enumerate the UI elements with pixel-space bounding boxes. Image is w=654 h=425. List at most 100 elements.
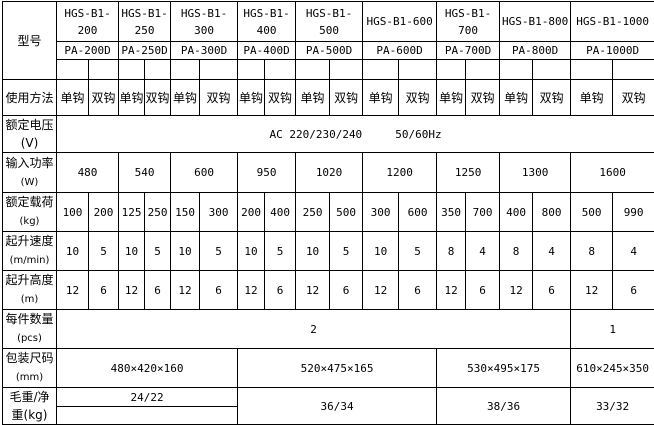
- weight-value: 36/34: [238, 388, 437, 425]
- model-hgs-header: HGS-B1-1000: [571, 2, 654, 42]
- speed-value: 8: [571, 232, 613, 271]
- speed-value: 8: [437, 232, 466, 271]
- load-value: 300: [200, 193, 238, 232]
- weight-value: 38/36: [437, 388, 571, 425]
- load-value: 150: [171, 193, 200, 232]
- empty-cell: [466, 60, 500, 80]
- model-label: 型号: [3, 2, 57, 80]
- height-value: 6: [533, 271, 571, 310]
- model-hgs-header: HGS-B1-500: [296, 2, 363, 42]
- height-value: 12: [171, 271, 200, 310]
- usage-single-hook: 单钩: [238, 80, 265, 116]
- empty-cell: [145, 60, 171, 80]
- load-value: 350: [437, 193, 466, 232]
- empty-cell: [265, 60, 296, 80]
- power-value: 480: [57, 153, 119, 193]
- load-value: 990: [613, 193, 654, 232]
- load-value: 500: [330, 193, 363, 232]
- speed-value: 5: [89, 232, 119, 271]
- load-value: 500: [571, 193, 613, 232]
- usage-single-hook: 单钩: [500, 80, 533, 116]
- pack-value: 520×475×165: [238, 349, 437, 388]
- model-pa-header: PA-500D: [296, 42, 363, 60]
- height-value: 12: [437, 271, 466, 310]
- empty-cell: [571, 60, 613, 80]
- load-value: 700: [466, 193, 500, 232]
- usage-single-hook: 单钩: [363, 80, 399, 116]
- load-value: 100: [57, 193, 89, 232]
- model-pa-header: PA-300D: [171, 42, 238, 60]
- model-hgs-header: HGS-B1-200: [57, 2, 119, 42]
- weight-label: 毛重/净重(kg): [3, 388, 57, 425]
- qty-label: 每件数量(pcs): [3, 310, 57, 349]
- empty-cell: [119, 60, 145, 80]
- pack-value: 530×495×175: [437, 349, 571, 388]
- height-label: 起升高度(m): [3, 271, 57, 310]
- power-value: 950: [238, 153, 296, 193]
- speed-value: 5: [399, 232, 437, 271]
- empty-cell: [171, 60, 200, 80]
- qty-value: 2: [57, 310, 571, 349]
- pack-value: 480×420×160: [57, 349, 238, 388]
- load-value: 400: [265, 193, 296, 232]
- power-value: 1300: [500, 153, 571, 193]
- height-value: 6: [399, 271, 437, 310]
- height-value: 12: [363, 271, 399, 310]
- model-hgs-header: HGS-B1-400: [238, 2, 296, 42]
- empty-cell: [399, 60, 437, 80]
- pack-label: 包装尺码(mm): [3, 349, 57, 388]
- load-value: 125: [119, 193, 145, 232]
- usage-double-hook: 双钩: [89, 80, 119, 116]
- model-pa-header: PA-200D: [57, 42, 119, 60]
- speed-value: 10: [171, 232, 200, 271]
- height-value: 12: [238, 271, 265, 310]
- power-value: 540: [119, 153, 171, 193]
- load-value: 250: [296, 193, 330, 232]
- model-hgs-header: HGS-B1-600: [363, 2, 437, 42]
- usage-single-hook: 单钩: [57, 80, 89, 116]
- load-value: 600: [399, 193, 437, 232]
- height-value: 12: [57, 271, 89, 310]
- power-value: 1600: [571, 153, 654, 193]
- speed-value: 10: [363, 232, 399, 271]
- empty-cell: [533, 60, 571, 80]
- qty-value: 1: [571, 310, 654, 349]
- load-value: 800: [533, 193, 571, 232]
- height-value: 6: [200, 271, 238, 310]
- voltage-value: AC 220/230/240 50/60Hz: [57, 116, 654, 153]
- empty-cell: [296, 60, 330, 80]
- model-pa-header: PA-1000D: [571, 42, 654, 60]
- speed-value: 5: [200, 232, 238, 271]
- usage-single-hook: 单钩: [119, 80, 145, 116]
- usage-double-hook: 双钩: [265, 80, 296, 116]
- model-hgs-header: HGS-B1-300: [171, 2, 238, 42]
- weight-value: 33/32: [571, 388, 654, 425]
- load-value: 200: [89, 193, 119, 232]
- model-hgs-header: HGS-B1-700: [437, 2, 500, 42]
- usage-single-hook: 单钩: [437, 80, 466, 116]
- empty-cell: [57, 60, 89, 80]
- usage-double-hook: 双钩: [533, 80, 571, 116]
- power-value: 1250: [437, 153, 500, 193]
- model-pa-header: PA-800D: [500, 42, 571, 60]
- power-value: 1200: [363, 153, 437, 193]
- speed-value: 4: [613, 232, 654, 271]
- load-value: 200: [238, 193, 265, 232]
- empty-cell: [57, 407, 238, 425]
- load-value: 400: [500, 193, 533, 232]
- height-value: 12: [119, 271, 145, 310]
- usage-single-hook: 单钩: [571, 80, 613, 116]
- height-value: 6: [330, 271, 363, 310]
- empty-cell: [363, 60, 399, 80]
- height-value: 6: [466, 271, 500, 310]
- load-value: 300: [363, 193, 399, 232]
- model-pa-header: PA-250D: [119, 42, 171, 60]
- empty-cell: [613, 60, 654, 80]
- height-value: 6: [89, 271, 119, 310]
- usage-double-hook: 双钩: [330, 80, 363, 116]
- height-value: 12: [500, 271, 533, 310]
- usage-double-hook: 双钩: [145, 80, 171, 116]
- voltage-label: 额定电压(V): [3, 116, 57, 153]
- speed-value: 10: [296, 232, 330, 271]
